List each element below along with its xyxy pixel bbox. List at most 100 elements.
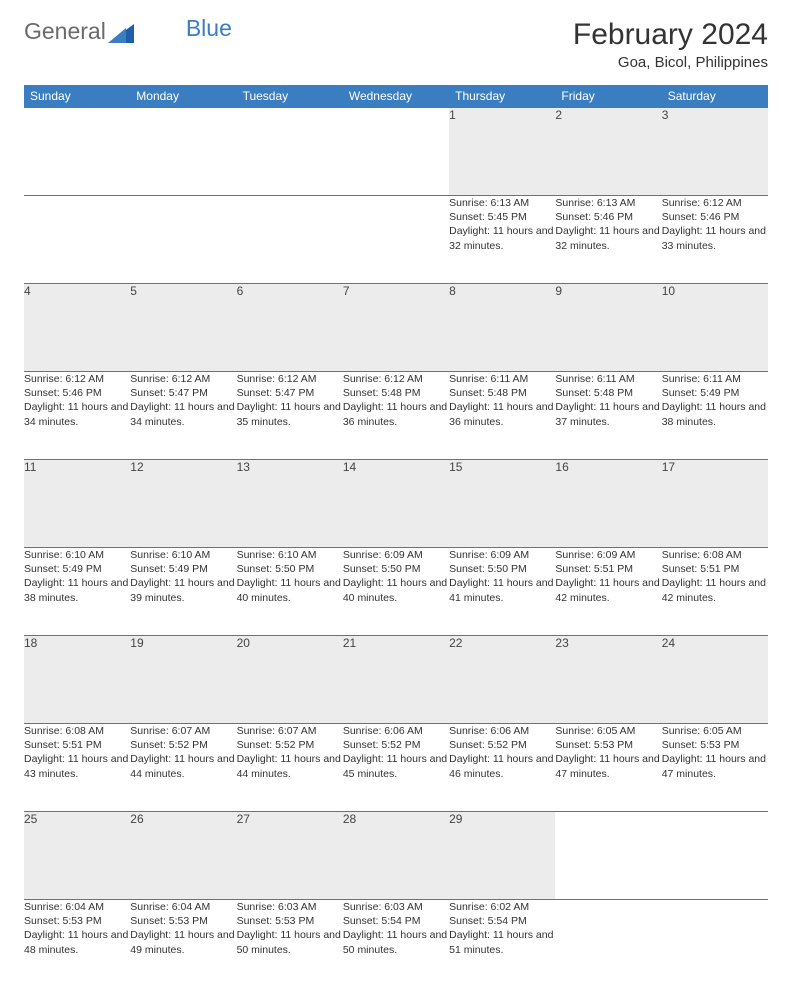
day-number-cell: 8 [449,284,555,372]
sunset-text: Sunset: 5:52 PM [237,738,343,752]
sunrise-text: Sunrise: 6:12 AM [343,372,449,386]
weekday-header: Thursday [449,85,555,108]
day-number-cell: 28 [343,812,449,900]
day-number-cell: 18 [24,636,130,724]
sunset-text: Sunset: 5:49 PM [130,562,236,576]
daylight-text: Daylight: 11 hours and 49 minutes. [130,928,236,956]
day-number-cell [555,812,661,900]
day-detail-row: Sunrise: 6:12 AMSunset: 5:46 PMDaylight:… [24,372,768,460]
day-detail-cell: Sunrise: 6:12 AMSunset: 5:48 PMDaylight:… [343,372,449,460]
daylight-text: Daylight: 11 hours and 50 minutes. [343,928,449,956]
sunrise-text: Sunrise: 6:10 AM [130,548,236,562]
day-number-cell: 6 [237,284,343,372]
sunrise-text: Sunrise: 6:13 AM [555,196,661,210]
sunset-text: Sunset: 5:46 PM [24,386,130,400]
day-detail-cell: Sunrise: 6:05 AMSunset: 5:53 PMDaylight:… [662,724,768,812]
day-number-cell [130,108,236,196]
sunrise-text: Sunrise: 6:09 AM [343,548,449,562]
daylight-text: Daylight: 11 hours and 43 minutes. [24,752,130,780]
sunset-text: Sunset: 5:50 PM [343,562,449,576]
day-number-cell [24,108,130,196]
day-number-row: 123 [24,108,768,196]
weekday-header: Monday [130,85,236,108]
day-number-row: 2526272829 [24,812,768,900]
day-number-row: 18192021222324 [24,636,768,724]
day-number-cell: 10 [662,284,768,372]
daylight-text: Daylight: 11 hours and 47 minutes. [555,752,661,780]
sunrise-text: Sunrise: 6:04 AM [24,900,130,914]
day-detail-cell: Sunrise: 6:09 AMSunset: 5:50 PMDaylight:… [343,548,449,636]
day-detail-cell [343,196,449,284]
sunset-text: Sunset: 5:48 PM [343,386,449,400]
day-detail-cell: Sunrise: 6:13 AMSunset: 5:45 PMDaylight:… [449,196,555,284]
day-detail-cell: Sunrise: 6:03 AMSunset: 5:53 PMDaylight:… [237,900,343,988]
day-number-cell: 11 [24,460,130,548]
day-detail-cell [24,196,130,284]
day-number-cell: 25 [24,812,130,900]
sunset-text: Sunset: 5:53 PM [237,914,343,928]
daylight-text: Daylight: 11 hours and 42 minutes. [555,576,661,604]
weekday-header: Saturday [662,85,768,108]
day-number-cell: 5 [130,284,236,372]
brand-name-blue: Blue [186,15,232,42]
daylight-text: Daylight: 11 hours and 44 minutes. [130,752,236,780]
day-number-cell: 29 [449,812,555,900]
daylight-text: Daylight: 11 hours and 40 minutes. [343,576,449,604]
daylight-text: Daylight: 11 hours and 47 minutes. [662,752,768,780]
sunset-text: Sunset: 5:51 PM [24,738,130,752]
day-number-row: 45678910 [24,284,768,372]
daylight-text: Daylight: 11 hours and 46 minutes. [449,752,555,780]
day-number-cell: 21 [343,636,449,724]
day-detail-cell: Sunrise: 6:09 AMSunset: 5:50 PMDaylight:… [449,548,555,636]
weekday-header-row: Sunday Monday Tuesday Wednesday Thursday… [24,85,768,108]
sunrise-text: Sunrise: 6:04 AM [130,900,236,914]
day-detail-cell [555,900,661,988]
sunset-text: Sunset: 5:51 PM [662,562,768,576]
calendar-table: Sunday Monday Tuesday Wednesday Thursday… [24,85,768,988]
sunset-text: Sunset: 5:53 PM [130,914,236,928]
daylight-text: Daylight: 11 hours and 32 minutes. [555,224,661,252]
day-detail-cell [130,196,236,284]
daylight-text: Daylight: 11 hours and 33 minutes. [662,224,768,252]
sunrise-text: Sunrise: 6:03 AM [343,900,449,914]
day-detail-cell: Sunrise: 6:11 AMSunset: 5:48 PMDaylight:… [449,372,555,460]
day-number-cell [343,108,449,196]
sunrise-text: Sunrise: 6:13 AM [449,196,555,210]
sunrise-text: Sunrise: 6:05 AM [555,724,661,738]
day-detail-cell: Sunrise: 6:10 AMSunset: 5:49 PMDaylight:… [130,548,236,636]
sunset-text: Sunset: 5:53 PM [555,738,661,752]
sunset-text: Sunset: 5:47 PM [130,386,236,400]
day-detail-cell: Sunrise: 6:08 AMSunset: 5:51 PMDaylight:… [662,548,768,636]
sunrise-text: Sunrise: 6:10 AM [24,548,130,562]
daylight-text: Daylight: 11 hours and 36 minutes. [343,400,449,428]
month-title: February 2024 [573,18,768,52]
daylight-text: Daylight: 11 hours and 38 minutes. [662,400,768,428]
sunset-text: Sunset: 5:45 PM [449,210,555,224]
day-number-cell: 7 [343,284,449,372]
brand-logo: General Blue [24,18,232,45]
day-number-cell: 4 [24,284,130,372]
day-number-cell: 9 [555,284,661,372]
day-detail-cell: Sunrise: 6:12 AMSunset: 5:46 PMDaylight:… [24,372,130,460]
day-detail-cell: Sunrise: 6:08 AMSunset: 5:51 PMDaylight:… [24,724,130,812]
sunrise-text: Sunrise: 6:12 AM [662,196,768,210]
daylight-text: Daylight: 11 hours and 38 minutes. [24,576,130,604]
day-number-cell: 12 [130,460,236,548]
day-detail-row: Sunrise: 6:08 AMSunset: 5:51 PMDaylight:… [24,724,768,812]
day-detail-cell: Sunrise: 6:06 AMSunset: 5:52 PMDaylight:… [343,724,449,812]
sunset-text: Sunset: 5:53 PM [662,738,768,752]
sunset-text: Sunset: 5:47 PM [237,386,343,400]
day-detail-cell: Sunrise: 6:11 AMSunset: 5:48 PMDaylight:… [555,372,661,460]
sunrise-text: Sunrise: 6:03 AM [237,900,343,914]
day-number-cell: 20 [237,636,343,724]
daylight-text: Daylight: 11 hours and 40 minutes. [237,576,343,604]
location-label: Goa, Bicol, Philippines [573,54,768,71]
day-detail-cell: Sunrise: 6:06 AMSunset: 5:52 PMDaylight:… [449,724,555,812]
sunset-text: Sunset: 5:53 PM [24,914,130,928]
daylight-text: Daylight: 11 hours and 34 minutes. [130,400,236,428]
sunrise-text: Sunrise: 6:08 AM [24,724,130,738]
daylight-text: Daylight: 11 hours and 35 minutes. [237,400,343,428]
day-detail-cell: Sunrise: 6:03 AMSunset: 5:54 PMDaylight:… [343,900,449,988]
day-detail-cell: Sunrise: 6:07 AMSunset: 5:52 PMDaylight:… [130,724,236,812]
day-number-cell: 15 [449,460,555,548]
